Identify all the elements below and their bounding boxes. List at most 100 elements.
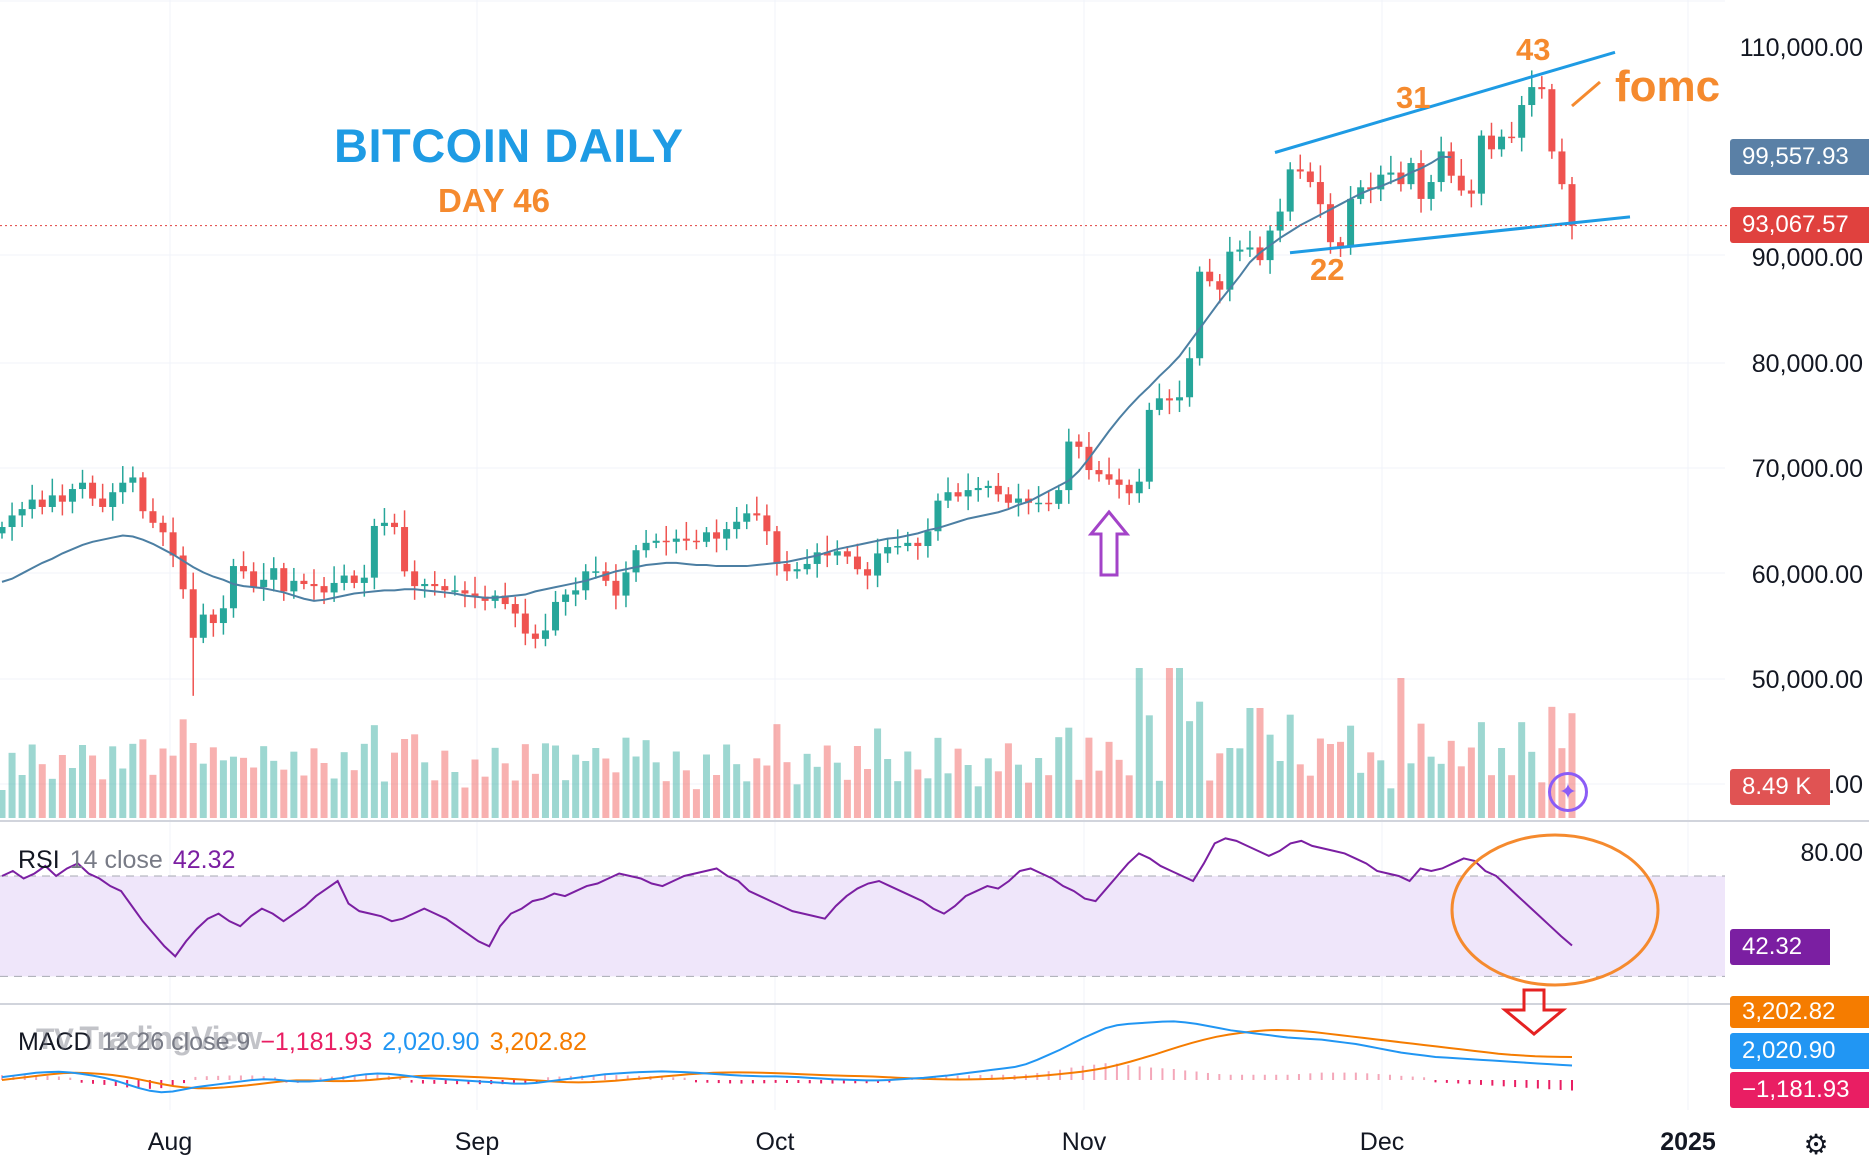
volume-bar [512, 781, 519, 819]
volume-bar [1095, 771, 1102, 818]
volume-bar [1267, 735, 1274, 818]
volume-bar [522, 744, 529, 818]
price-axis-label: 60,000.00 [1752, 561, 1863, 590]
last-price-tag: 93,067.57 [1730, 207, 1869, 243]
candle-body [552, 602, 559, 630]
price-axis-label: 70,000.00 [1752, 455, 1863, 484]
volume-bar [945, 773, 952, 818]
volume-bar [643, 740, 650, 818]
sparkle-assistant-icon[interactable]: ✦ [1548, 772, 1588, 812]
volume-bar [1166, 668, 1173, 818]
volume-bar [753, 758, 760, 818]
candle-body [99, 499, 106, 507]
volume-bar [1236, 748, 1243, 818]
rsi-name: RSI [18, 846, 60, 874]
volume-bar [1226, 748, 1233, 818]
candle-body [1176, 397, 1183, 400]
volume-bar [0, 790, 6, 818]
rsi-band [0, 876, 1725, 976]
volume-bar [1528, 752, 1535, 818]
chart-subtitle: DAY 46 [438, 182, 550, 220]
volume-bar [1387, 788, 1394, 818]
volume-bar [210, 747, 217, 818]
candle-body [532, 634, 539, 639]
volume-bar [1478, 722, 1485, 818]
chart-canvas[interactable] [0, 0, 1869, 1167]
volume-bar [1498, 748, 1505, 818]
volume-bar [1176, 668, 1183, 818]
candle-body [321, 586, 328, 592]
volume-bar [1055, 737, 1062, 818]
volume-bar [180, 719, 187, 818]
volume-bar [451, 772, 458, 818]
candle-body [421, 584, 428, 586]
volume-bar [1257, 708, 1264, 818]
candle-body [955, 492, 962, 496]
price-axis-label: 50,000.00 [1752, 666, 1863, 695]
volume-bar [280, 770, 287, 818]
volume-bar [1407, 763, 1414, 818]
volume-bar [763, 766, 770, 819]
candle-body [1488, 136, 1495, 150]
volume-bar [1106, 742, 1113, 818]
candle-body [1035, 503, 1042, 505]
volume-bar [693, 789, 700, 818]
candle-body [381, 523, 388, 526]
settings-gear-icon[interactable]: ⚙ [1799, 1127, 1833, 1161]
candle-body [773, 531, 780, 564]
rsi-legend[interactable]: RSI 14 close 42.32 [18, 846, 245, 875]
candle-body [260, 580, 267, 587]
volume-bar [1518, 722, 1525, 818]
volume-bar [310, 748, 317, 818]
volume-bar [99, 779, 106, 818]
candle-body [894, 546, 901, 548]
volume-bar [924, 778, 931, 818]
volume-bar [1317, 739, 1324, 819]
volume-bar [955, 749, 962, 818]
volume-bar [39, 764, 46, 818]
candle-body [1196, 272, 1203, 359]
candle-body [743, 513, 750, 521]
channel-lower-line [1290, 217, 1630, 253]
volume-bar [1347, 726, 1354, 818]
volume-bar [492, 748, 499, 818]
volume-bar [1327, 744, 1334, 818]
candle-body [572, 590, 579, 594]
volume-bar [502, 763, 509, 818]
time-axis-label: Aug [148, 1128, 192, 1157]
candle-body [1287, 169, 1294, 211]
candle-body [361, 578, 368, 583]
time-axis-label: Sep [455, 1128, 499, 1157]
volume-bar [391, 753, 398, 818]
candle-body [1186, 358, 1193, 397]
candle-body [331, 583, 338, 592]
volume-bar [1146, 715, 1153, 818]
candle-body [693, 541, 700, 543]
volume-bar [421, 762, 428, 818]
candle-body [1126, 485, 1133, 493]
candle-body [1005, 494, 1012, 502]
macd-hist-tag: −1,181.93 [1730, 1072, 1869, 1108]
candle-body [280, 568, 287, 591]
candle-body [673, 539, 680, 542]
volume-bar [965, 765, 972, 818]
candle-body [643, 543, 650, 550]
candle-body [1095, 470, 1102, 474]
wave-label-22: 22 [1310, 252, 1344, 288]
volume-bar [995, 771, 1002, 818]
rsi-params: 14 close [70, 846, 163, 874]
candle-body [753, 513, 760, 515]
candle-body [1347, 199, 1354, 248]
volume-bar [19, 775, 26, 818]
candle-body [1136, 482, 1143, 494]
candle-body [844, 551, 851, 556]
candle-body [200, 615, 207, 638]
candle-body [1146, 410, 1153, 482]
macd-histogram-value: −1,181.93 [260, 1028, 372, 1056]
candle-body [683, 539, 690, 541]
volume-bar [170, 756, 177, 818]
candle-body [975, 488, 982, 490]
candle-body [854, 557, 861, 570]
volume-bar [331, 779, 338, 819]
volume-bar [1337, 742, 1344, 818]
